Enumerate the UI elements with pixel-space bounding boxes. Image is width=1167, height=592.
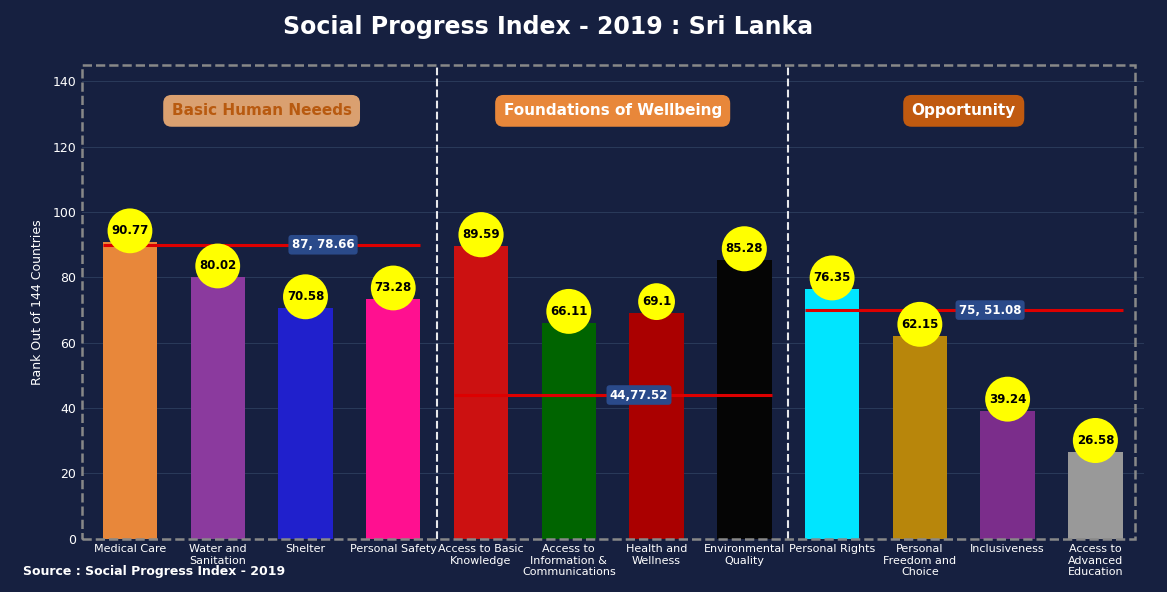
Text: 70.58: 70.58 [287,290,324,303]
Text: Basic Human Neeeds: Basic Human Neeeds [172,104,351,118]
Text: 26.58: 26.58 [1077,434,1114,447]
Text: Foundations of Wellbeing: Foundations of Wellbeing [503,104,722,118]
Text: 73.28: 73.28 [375,281,412,294]
Bar [805,289,859,539]
Text: 44,77.52: 44,77.52 [610,388,669,401]
Bar [893,336,948,539]
Text: Social Progress Index - 2019 : Sri Lanka: Social Progress Index - 2019 : Sri Lanka [284,15,813,38]
Text: 66.11: 66.11 [550,305,587,318]
Y-axis label: Rank Out of 144 Countries: Rank Out of 144 Countries [32,219,44,385]
Text: 75, 51.08: 75, 51.08 [959,304,1021,317]
Bar [366,300,420,539]
Bar [278,308,333,539]
Bar [717,260,771,539]
Bar [190,278,245,539]
Bar [980,411,1035,539]
Text: 62.15: 62.15 [901,318,938,331]
Bar [541,323,596,539]
Text: 69.1: 69.1 [642,295,671,308]
Bar [103,242,158,539]
Text: 89.59: 89.59 [462,228,499,241]
Bar [1068,452,1123,539]
Text: 85.28: 85.28 [726,242,763,255]
Text: 76.35: 76.35 [813,272,851,284]
Bar [454,246,509,539]
Text: Opportunity: Opportunity [911,104,1015,118]
Text: 87, 78.66: 87, 78.66 [292,238,355,251]
Text: Source : Social Progress Index - 2019: Source : Social Progress Index - 2019 [23,565,286,578]
Text: 90.77: 90.77 [111,224,148,237]
Text: 39.24: 39.24 [988,392,1026,406]
Text: 80.02: 80.02 [200,259,237,272]
Bar [629,313,684,539]
